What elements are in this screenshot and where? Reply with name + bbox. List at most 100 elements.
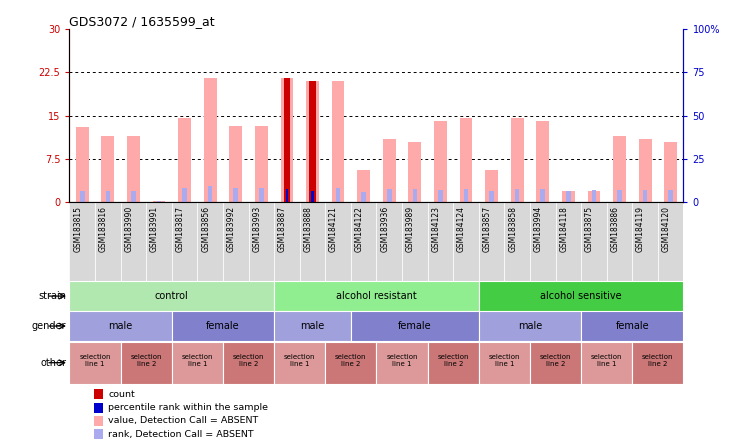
Text: alcohol sensitive: alcohol sensitive bbox=[540, 291, 622, 301]
Bar bbox=[223, 202, 249, 281]
Bar bbox=[153, 201, 165, 202]
Bar bbox=[94, 389, 103, 399]
Bar bbox=[376, 202, 402, 281]
Bar bbox=[434, 121, 447, 202]
Bar bbox=[249, 202, 274, 281]
Bar bbox=[357, 170, 370, 202]
Bar bbox=[300, 202, 325, 281]
Bar bbox=[172, 342, 223, 384]
Text: GSM184122: GSM184122 bbox=[355, 206, 363, 252]
Text: control: control bbox=[155, 291, 189, 301]
Bar bbox=[223, 342, 274, 384]
Bar bbox=[556, 202, 581, 281]
Text: GSM184121: GSM184121 bbox=[329, 206, 338, 252]
Text: selection
line 2: selection line 2 bbox=[130, 354, 162, 367]
Bar bbox=[463, 189, 469, 202]
Bar bbox=[562, 191, 575, 202]
Bar bbox=[274, 202, 300, 281]
Text: GSM183886: GSM183886 bbox=[610, 206, 620, 252]
Bar bbox=[76, 127, 88, 202]
Bar bbox=[632, 342, 683, 384]
Bar bbox=[607, 202, 632, 281]
Text: strain: strain bbox=[38, 291, 67, 301]
Bar bbox=[591, 190, 596, 202]
Text: GSM183990: GSM183990 bbox=[124, 206, 133, 253]
Bar bbox=[581, 311, 683, 341]
Bar bbox=[127, 136, 140, 202]
Bar bbox=[284, 189, 289, 202]
Bar bbox=[204, 78, 216, 202]
Bar bbox=[172, 202, 197, 281]
Bar bbox=[233, 188, 238, 202]
Bar bbox=[146, 202, 172, 281]
Text: GSM184124: GSM184124 bbox=[457, 206, 466, 252]
Bar bbox=[94, 403, 103, 412]
Text: GSM183992: GSM183992 bbox=[227, 206, 235, 252]
Bar bbox=[351, 202, 376, 281]
Text: GSM183857: GSM183857 bbox=[482, 206, 491, 252]
Bar bbox=[172, 311, 274, 341]
Text: rank, Detection Call = ABSENT: rank, Detection Call = ABSENT bbox=[108, 429, 254, 439]
Text: GSM184123: GSM184123 bbox=[431, 206, 440, 252]
Text: selection
line 1: selection line 1 bbox=[284, 354, 316, 367]
Text: GSM183994: GSM183994 bbox=[534, 206, 542, 253]
Text: GSM183817: GSM183817 bbox=[175, 206, 184, 252]
Bar bbox=[361, 192, 366, 202]
Bar bbox=[387, 189, 392, 202]
Bar bbox=[515, 189, 520, 202]
Bar bbox=[479, 311, 581, 341]
Bar bbox=[511, 119, 523, 202]
Text: selection
line 1: selection line 1 bbox=[386, 354, 418, 367]
Text: value, Detection Call = ABSENT: value, Detection Call = ABSENT bbox=[108, 416, 258, 425]
Bar bbox=[530, 202, 556, 281]
Text: selection
line 2: selection line 2 bbox=[232, 354, 265, 367]
Bar bbox=[479, 342, 530, 384]
Text: GSM183815: GSM183815 bbox=[73, 206, 83, 252]
Bar bbox=[69, 202, 95, 281]
Text: other: other bbox=[40, 358, 67, 368]
Text: female: female bbox=[398, 321, 431, 331]
Bar bbox=[632, 202, 658, 281]
Text: count: count bbox=[108, 390, 135, 399]
Bar bbox=[80, 191, 85, 202]
Text: selection
line 1: selection line 1 bbox=[591, 354, 623, 367]
Bar bbox=[284, 78, 290, 202]
Bar bbox=[588, 191, 600, 202]
Bar bbox=[286, 189, 288, 202]
Bar bbox=[309, 81, 316, 202]
Bar bbox=[453, 202, 479, 281]
Bar bbox=[230, 126, 242, 202]
Bar bbox=[485, 170, 498, 202]
Bar bbox=[69, 342, 121, 384]
Bar bbox=[479, 281, 683, 311]
Bar bbox=[376, 342, 428, 384]
Text: alcohol resistant: alcohol resistant bbox=[336, 291, 417, 301]
Bar bbox=[182, 187, 187, 202]
Bar bbox=[658, 202, 683, 281]
Text: GSM183993: GSM183993 bbox=[252, 206, 262, 253]
Bar bbox=[274, 281, 479, 311]
Text: selection
line 2: selection line 2 bbox=[539, 354, 572, 367]
Bar bbox=[460, 119, 472, 202]
Bar bbox=[178, 119, 191, 202]
Text: GSM183875: GSM183875 bbox=[585, 206, 594, 252]
Bar bbox=[438, 190, 443, 202]
Bar bbox=[409, 142, 421, 202]
Bar bbox=[643, 190, 648, 202]
Bar bbox=[94, 429, 103, 439]
Text: GSM183936: GSM183936 bbox=[380, 206, 389, 253]
Text: GSM184119: GSM184119 bbox=[636, 206, 645, 252]
Text: GSM183991: GSM183991 bbox=[150, 206, 159, 252]
Text: GSM184120: GSM184120 bbox=[662, 206, 670, 252]
Bar bbox=[581, 342, 632, 384]
Text: GSM183858: GSM183858 bbox=[508, 206, 517, 252]
Text: selection
line 1: selection line 1 bbox=[79, 354, 111, 367]
Text: GSM183888: GSM183888 bbox=[303, 206, 313, 252]
Bar bbox=[69, 311, 172, 341]
Bar bbox=[259, 188, 264, 202]
Bar bbox=[351, 311, 479, 341]
Text: GSM183856: GSM183856 bbox=[201, 206, 211, 252]
Bar bbox=[310, 190, 315, 202]
Bar bbox=[255, 126, 268, 202]
Bar bbox=[581, 202, 607, 281]
